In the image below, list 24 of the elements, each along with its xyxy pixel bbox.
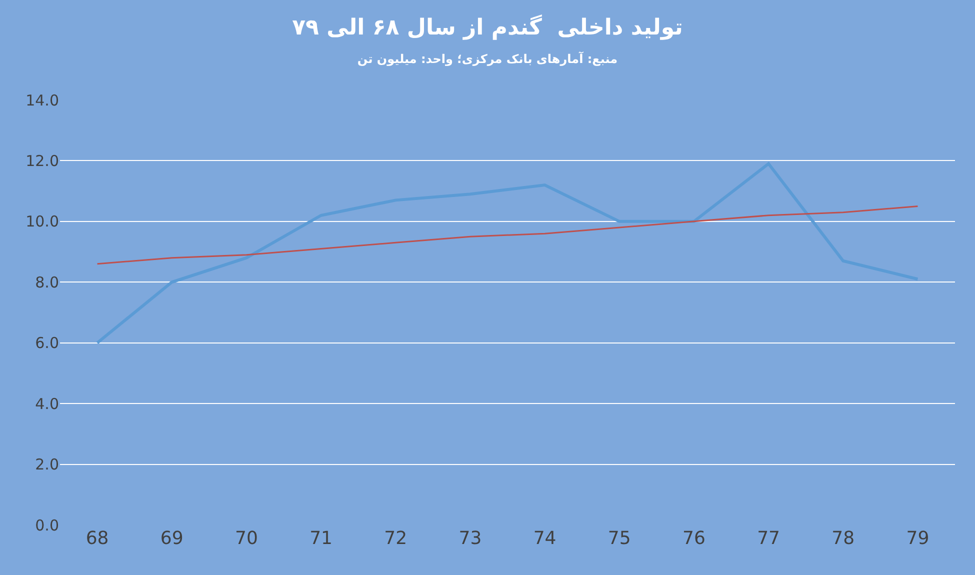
x-tick-label: 79: [906, 528, 930, 549]
line-series: [96, 162, 920, 344]
x-tick-label: 78: [832, 528, 855, 549]
y-tick-label: 12.0: [26, 152, 59, 170]
x-tick-label: 70: [235, 528, 258, 549]
x-tick-label: 69: [160, 528, 184, 549]
x-tick-label: 77: [757, 528, 780, 549]
chart-title: تولید داخلی گندم از سال ۶۸ الی ۷۹: [292, 14, 683, 40]
x-tick-label: 72: [384, 528, 408, 549]
x-tick-label: 68: [86, 528, 109, 549]
y-tick-label: 8.0: [35, 273, 59, 292]
x-tick-label: 71: [310, 528, 332, 549]
line-series: [96, 206, 918, 265]
y-tick-label: 14.0: [26, 91, 59, 110]
y-tick-label: 10.0: [26, 212, 59, 231]
x-tick-label: 74: [533, 528, 556, 549]
y-tick-label: 4.0: [35, 394, 59, 413]
chart-subtitle: منبع: آمارهای بانک مرکزی؛ واحد: میلیون تن: [357, 51, 618, 66]
y-tick-label: 6.0: [35, 334, 59, 352]
y-tick-label: 2.0: [35, 456, 59, 474]
x-tick-label: 75: [608, 528, 631, 549]
x-tick-label: 76: [682, 528, 706, 549]
y-tick-label: 0.0: [35, 516, 59, 534]
x-tick-label: 73: [458, 528, 482, 549]
